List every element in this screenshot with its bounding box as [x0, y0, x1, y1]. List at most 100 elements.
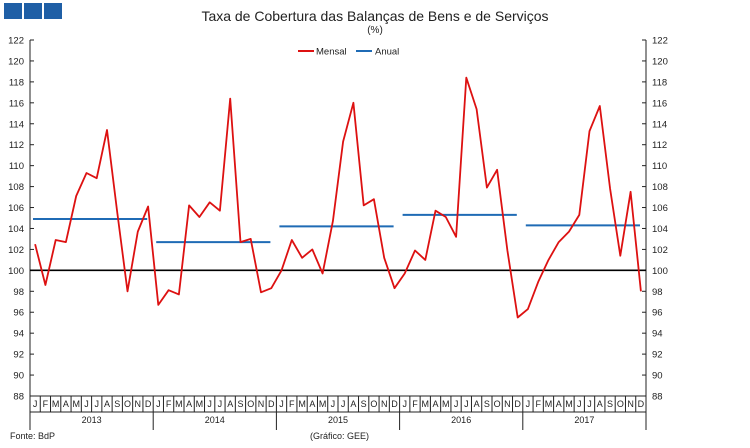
month-label: D	[638, 399, 645, 409]
y-tick-label-right: 104	[652, 224, 668, 235]
y-tick-label-left: 108	[8, 182, 24, 193]
month-label: J	[331, 399, 336, 409]
month-label: M	[52, 399, 60, 409]
month-label: D	[268, 399, 275, 409]
y-tick-label-left: 110	[9, 161, 24, 172]
month-label: D	[391, 399, 398, 409]
y-tick-label-right: 100	[652, 266, 668, 277]
logo-square-icon	[24, 3, 42, 19]
annual-series	[33, 213, 640, 244]
month-label: F	[166, 399, 172, 409]
month-label: A	[556, 399, 562, 409]
month-label: A	[104, 399, 110, 409]
y-tick-label-right: 110	[652, 161, 667, 172]
year-label: 2015	[328, 415, 348, 425]
y-tick-label-right: 94	[652, 329, 663, 340]
chart-unit: (%)	[367, 25, 383, 36]
y-tick-label-right: 98	[652, 287, 663, 298]
y-tick-label-right: 102	[652, 245, 668, 256]
y-tick-label-left: 98	[13, 287, 24, 298]
month-label: S	[114, 399, 120, 409]
month-label: S	[484, 399, 490, 409]
month-label: O	[247, 399, 254, 409]
monthly-line	[34, 76, 642, 319]
month-label: M	[422, 399, 430, 409]
y-tick-label-right: 116	[652, 98, 667, 109]
y-tick-label-right: 112	[652, 140, 667, 151]
month-label: M	[175, 399, 183, 409]
month-label: M	[545, 399, 553, 409]
year-label: 2014	[205, 415, 225, 425]
month-label: A	[350, 399, 356, 409]
y-tick-label-left: 114	[9, 119, 24, 130]
y-tick-label-left: 106	[8, 203, 24, 214]
month-label: J	[526, 399, 531, 409]
logo-square-icon	[4, 3, 22, 19]
month-label: J	[94, 399, 99, 409]
month-label: A	[63, 399, 69, 409]
month-label: N	[627, 399, 634, 409]
chart-legend: Mensal Anual	[298, 47, 399, 58]
month-label: J	[207, 399, 212, 409]
month-label: A	[186, 399, 192, 409]
month-label: S	[607, 399, 613, 409]
month-label: A	[433, 399, 439, 409]
year-label: 2016	[451, 415, 471, 425]
y-tick-label-right: 122	[652, 36, 668, 47]
month-label: F	[289, 399, 295, 409]
month-label: J	[84, 399, 89, 409]
month-label: F	[43, 399, 49, 409]
chart-title: Taxa de Cobertura das Balanças de Bens e…	[201, 8, 549, 24]
y-tick-label-left: 94	[13, 329, 24, 340]
y-tick-label-right: 120	[652, 56, 668, 67]
month-label: N	[504, 399, 511, 409]
month-label: J	[341, 399, 346, 409]
year-label: 2013	[82, 415, 102, 425]
month-label: M	[72, 399, 80, 409]
y-tick-label-left: 120	[8, 56, 24, 67]
y-tick-label-left: 90	[13, 371, 24, 382]
legend-mensal-label: Mensal	[316, 47, 347, 58]
month-label: S	[361, 399, 367, 409]
y-tick-label-right: 88	[652, 392, 663, 403]
y-tick-label-right: 114	[652, 119, 667, 130]
month-label: A	[227, 399, 233, 409]
logo-square-icon	[44, 3, 62, 19]
y-tick-label-left: 96	[13, 308, 24, 319]
chart-axes: 88 88 90 90 92 92 94 94 96 96 98 98 100 100 102 102 104 1…	[8, 36, 668, 430]
month-label: J	[279, 399, 284, 409]
month-label: O	[494, 399, 501, 409]
legend-anual-label: Anual	[375, 47, 399, 58]
month-label: O	[370, 399, 377, 409]
month-label: J	[464, 399, 469, 409]
month-label: J	[402, 399, 407, 409]
month-label: J	[577, 399, 582, 409]
month-label: N	[135, 399, 142, 409]
y-tick-label-left: 102	[8, 245, 24, 256]
y-tick-label-right: 90	[652, 371, 663, 382]
y-tick-label-left: 92	[13, 350, 24, 361]
y-tick-label-left: 116	[9, 98, 24, 109]
month-label: D	[514, 399, 521, 409]
month-label: J	[587, 399, 592, 409]
month-label: M	[298, 399, 306, 409]
month-label: O	[124, 399, 131, 409]
month-label: M	[442, 399, 450, 409]
y-tick-label-left: 88	[13, 392, 24, 403]
month-label: N	[381, 399, 388, 409]
month-label: M	[565, 399, 573, 409]
year-label: 2017	[574, 415, 594, 425]
y-tick-label-left: 100	[8, 266, 24, 277]
month-label: A	[474, 399, 480, 409]
month-label: J	[33, 399, 38, 409]
month-label: J	[218, 399, 223, 409]
y-tick-label-right: 106	[652, 203, 668, 214]
month-label: M	[319, 399, 327, 409]
y-tick-label-right: 108	[652, 182, 668, 193]
source-note: Fonte: BdP	[10, 431, 56, 441]
monthly-series	[34, 76, 642, 319]
y-tick-label-left: 104	[8, 224, 24, 235]
month-label: A	[597, 399, 603, 409]
month-label: S	[237, 399, 243, 409]
